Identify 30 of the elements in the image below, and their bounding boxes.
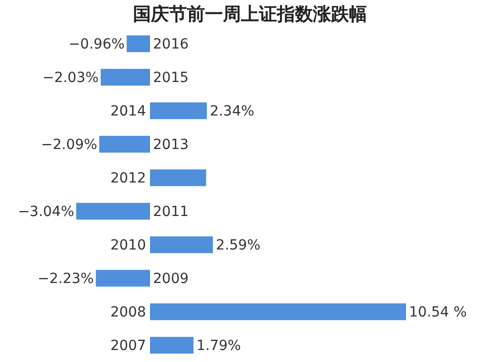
y-tick-label: 2013 bbox=[153, 137, 189, 154]
bar bbox=[126, 35, 150, 52]
data-label: −2.23% bbox=[38, 271, 94, 288]
bar bbox=[76, 202, 150, 220]
bar bbox=[150, 303, 406, 320]
y-tick-label: 2008 bbox=[110, 304, 146, 321]
bar bbox=[150, 169, 206, 186]
y-tick-label: 2010 bbox=[110, 238, 146, 254]
y-tick-label: 2007 bbox=[110, 338, 146, 354]
y-tick-label: 2014 bbox=[110, 104, 146, 120]
data-label: 2.59% bbox=[216, 238, 260, 254]
chart-title: 国庆节前一周上证指数涨跌幅 bbox=[133, 4, 367, 25]
bar bbox=[96, 270, 150, 287]
data-label: −2.09% bbox=[41, 137, 98, 154]
bar bbox=[150, 336, 194, 354]
data-label: −3.04% bbox=[18, 204, 74, 220]
y-tick-label: 2016 bbox=[153, 36, 189, 53]
data-label: −0.96% bbox=[68, 36, 125, 53]
y-tick-label: 2009 bbox=[153, 271, 189, 288]
y-tick-label: 2011 bbox=[153, 204, 189, 220]
data-label: 1.79% bbox=[196, 338, 241, 354]
data-label: 2.34% bbox=[210, 104, 254, 120]
bar bbox=[150, 236, 213, 254]
data-label: −2.03% bbox=[42, 70, 99, 86]
data-label: 10.54 % bbox=[409, 304, 467, 321]
bar bbox=[99, 136, 150, 153]
y-tick-label: 2015 bbox=[153, 70, 189, 86]
bar bbox=[150, 102, 207, 120]
y-tick-label: 2012 bbox=[110, 170, 146, 187]
bar bbox=[100, 68, 150, 86]
